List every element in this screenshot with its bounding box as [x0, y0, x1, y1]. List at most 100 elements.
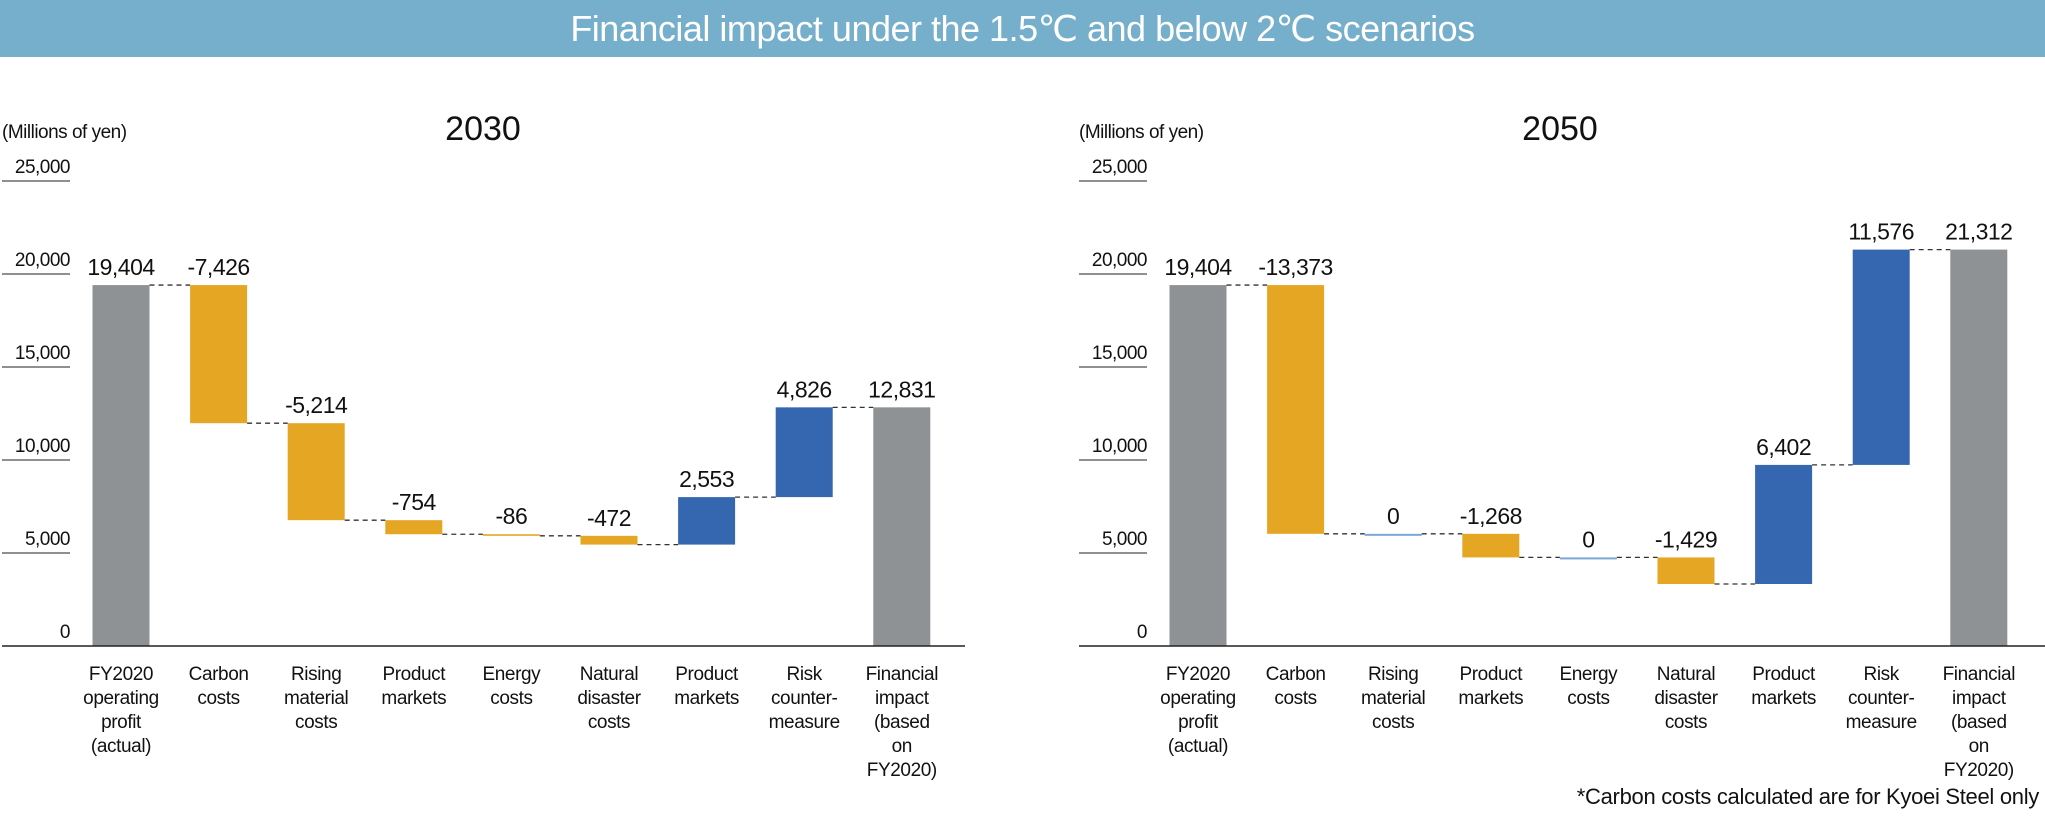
y-axis-unit-label: (Millions of yen)	[2, 122, 127, 143]
category-label: Carbon	[189, 664, 249, 685]
page-title: Financial impact under the 1.5℃ and belo…	[570, 8, 1475, 49]
category-label: costs	[295, 712, 337, 733]
category-label: operating	[83, 688, 159, 709]
value-label: 4,826	[777, 376, 832, 402]
y-tick-label: 0	[1137, 622, 1147, 643]
value-label: -472	[587, 505, 631, 531]
value-label: -7,426	[187, 254, 249, 280]
y-axis-unit-label: (Millions of yen)	[1079, 122, 1204, 143]
category-label: (actual)	[1168, 736, 1228, 757]
bar-0	[92, 285, 150, 646]
category-label: (based	[874, 712, 930, 733]
bar-3	[385, 520, 443, 535]
value-label: -1,268	[1460, 503, 1522, 529]
category-label: profit	[101, 712, 142, 733]
value-label: 19,404	[87, 254, 155, 280]
category-label: counter-	[771, 688, 838, 709]
category-label: costs	[1665, 712, 1707, 733]
category-label: Product	[382, 664, 446, 685]
y-tick-label: 25,000	[1092, 157, 1147, 178]
bar-0	[1169, 285, 1227, 646]
category-label: costs	[197, 688, 239, 709]
category-label: Financial	[1943, 664, 2015, 685]
category-label: Natural	[1657, 664, 1715, 685]
category-label: measure	[1846, 712, 1917, 733]
chart-2030: 2030 (Millions of yen) 0 5,000 10,000 15,000 2…	[2, 110, 965, 781]
category-label: disaster	[577, 688, 641, 709]
bar-1	[190, 285, 248, 424]
category-label: markets	[1751, 688, 1816, 709]
value-label: 2,553	[679, 466, 734, 492]
y-tick-label: 5,000	[25, 529, 70, 550]
chart-title: 2030	[445, 110, 521, 148]
category-label: Energy	[482, 664, 541, 685]
y-tick-label: 15,000	[15, 343, 70, 364]
category-label: impact	[875, 688, 930, 709]
value-label: -86	[496, 503, 528, 529]
bar-1	[1267, 285, 1325, 534]
value-label: 0	[1582, 526, 1594, 552]
category-label: FY2020)	[867, 760, 937, 781]
value-label: 12,831	[868, 376, 935, 402]
category-label: Rising	[1368, 664, 1418, 685]
category-label: (actual)	[91, 736, 151, 757]
category-label: Product	[1752, 664, 1816, 685]
bar-7	[775, 407, 833, 498]
chart-title: 2050	[1522, 110, 1598, 148]
y-tick-label: 0	[60, 622, 70, 643]
bar-4	[1559, 557, 1617, 560]
category-label: Product	[675, 664, 739, 685]
bar-2	[1364, 533, 1422, 536]
category-label: Rising	[291, 664, 341, 685]
footnote: *Carbon costs calculated are for Kyoei S…	[1576, 784, 2040, 809]
category-label: markets	[381, 688, 446, 709]
category-label: on	[1969, 736, 1989, 757]
category-label: costs	[1372, 712, 1414, 733]
chart-2050: 2050 (Millions of yen) 0 5,000 10,000 15,000 2…	[1079, 110, 2045, 781]
value-label: 0	[1387, 503, 1399, 529]
bar-3	[1462, 533, 1520, 558]
y-tick-label: 20,000	[1092, 250, 1147, 271]
value-label: -13,373	[1258, 254, 1333, 280]
category-label: costs	[1274, 688, 1316, 709]
category-label: (based	[1951, 712, 2007, 733]
category-label: material	[1361, 688, 1425, 709]
category-label: counter-	[1848, 688, 1915, 709]
category-label: Product	[1459, 664, 1523, 685]
category-label: profit	[1178, 712, 1219, 733]
bar-4	[482, 534, 540, 536]
y-tick-label: 15,000	[1092, 343, 1147, 364]
y-tick-label: 20,000	[15, 250, 70, 271]
y-tick-label: 5,000	[1102, 529, 1147, 550]
category-label: costs	[1567, 688, 1609, 709]
y-tick-label: 25,000	[15, 157, 70, 178]
y-tick-label: 10,000	[15, 436, 70, 457]
category-label: markets	[674, 688, 739, 709]
bar-5	[1657, 557, 1715, 584]
category-label: markets	[1458, 688, 1523, 709]
bar-6	[1755, 464, 1813, 584]
value-label: -5,214	[285, 392, 348, 418]
category-label: Natural	[580, 664, 638, 685]
category-label: Risk	[1864, 664, 1900, 685]
bar-6	[678, 497, 736, 545]
category-label: costs	[490, 688, 532, 709]
category-label: on	[892, 736, 912, 757]
category-label: Energy	[1559, 664, 1618, 685]
category-label: Carbon	[1266, 664, 1326, 685]
value-label: 11,576	[1848, 219, 1914, 245]
value-label: 6,402	[1756, 434, 1811, 460]
category-label: measure	[769, 712, 840, 733]
value-label: -1,429	[1655, 526, 1717, 552]
y-tick-label: 10,000	[1092, 436, 1147, 457]
bar-8	[873, 407, 931, 646]
value-label: 21,312	[1945, 219, 2012, 245]
category-label: FY2020	[1166, 664, 1230, 685]
category-label: Financial	[866, 664, 938, 685]
bar-2	[287, 423, 345, 521]
bar-8	[1950, 249, 2008, 646]
category-label: impact	[1952, 688, 2007, 709]
category-label: operating	[1160, 688, 1236, 709]
header-banner: Financial impact under the 1.5℃ and belo…	[0, 0, 2045, 57]
